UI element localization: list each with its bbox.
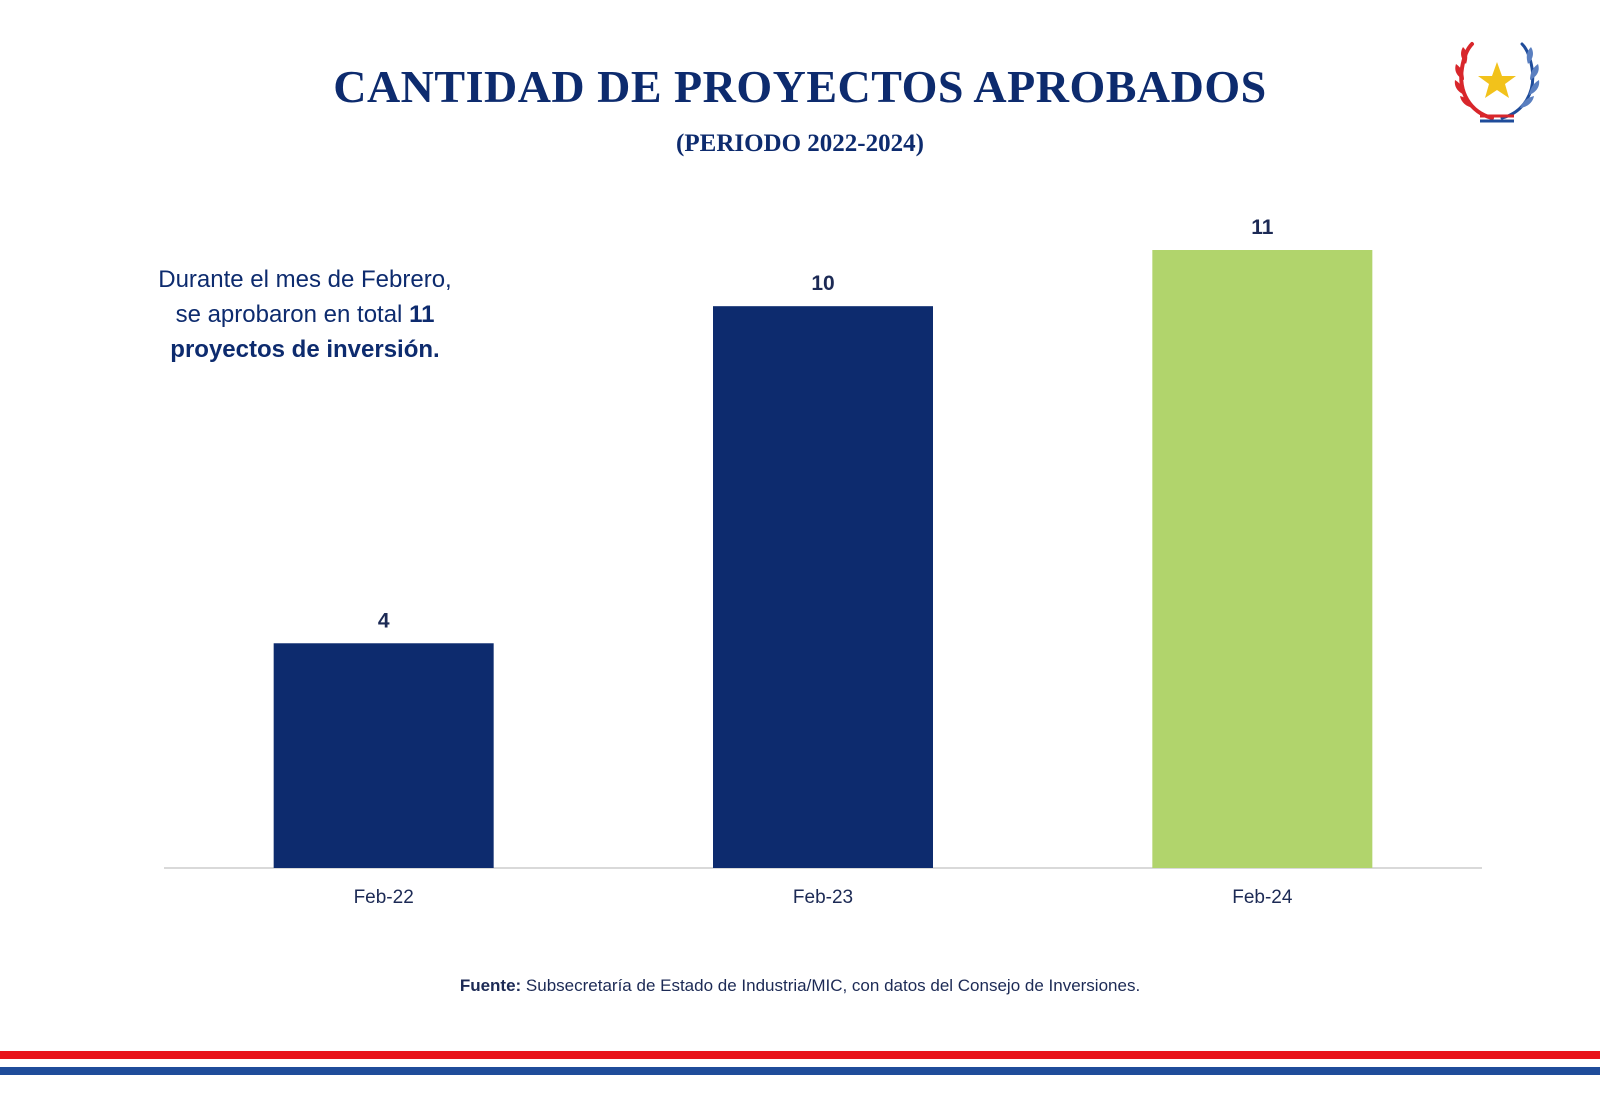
- x-tick-label-feb-24: Feb-24: [1232, 887, 1293, 908]
- coat-of-arms-star-wreath-icon: [1454, 42, 1540, 123]
- bar-feb-23: [713, 306, 933, 868]
- x-tick-label-feb-23: Feb-23: [793, 887, 853, 908]
- source-label: Fuente:: [459, 976, 522, 995]
- summary-note-line1: Durante el mes de Febrero,: [158, 266, 452, 293]
- summary-note-line3-bold: proyectos de inversión.: [170, 336, 440, 363]
- x-tick-label-feb-22: Feb-22: [354, 887, 414, 908]
- chart-subtitle: (PERIODO 2022-2024): [676, 130, 924, 157]
- summary-note-line3: proyectos de inversión.: [135, 332, 475, 367]
- data-label-feb-23: 10: [811, 272, 834, 295]
- summary-note: Durante el mes de Febrero, se aprobaron …: [135, 262, 475, 367]
- data-label-feb-24: 11: [1251, 216, 1274, 239]
- chart-title: CANTIDAD DE PROYECTOS APROBADOS: [333, 61, 1267, 112]
- summary-note-line2: se aprobaron en total 11: [135, 297, 475, 332]
- summary-note-total: 11: [409, 301, 435, 328]
- source-text: Subsecretaría de Estado de Industria/MIC…: [521, 976, 1141, 995]
- red-stripe: [0, 1051, 1600, 1059]
- bar-feb-24: [1152, 250, 1373, 868]
- summary-note-line2-prefix: se aprobaron en total: [175, 301, 410, 328]
- data-label-feb-22: 4: [378, 609, 390, 632]
- blue-stripe: [0, 1067, 1600, 1075]
- bar-feb-22: [273, 643, 494, 868]
- source-note: Fuente: Subsecretaría de Estado de Indus…: [0, 976, 1600, 996]
